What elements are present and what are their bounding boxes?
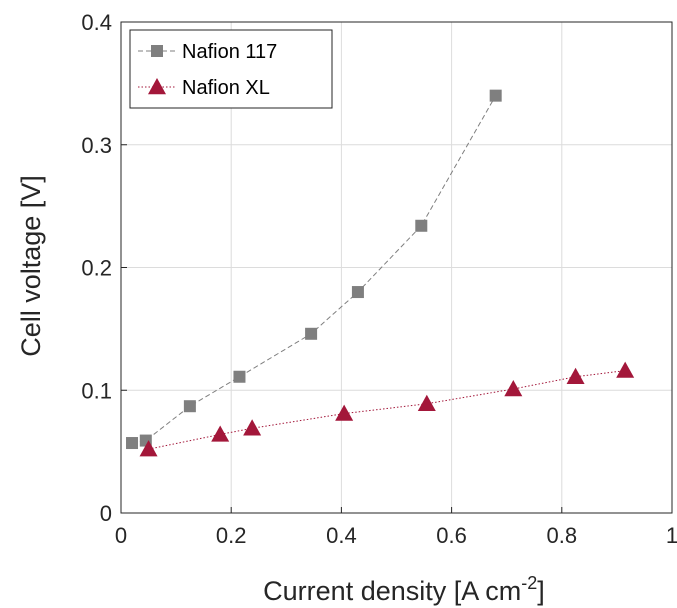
data-point-nafion-xl bbox=[417, 394, 436, 411]
legend-label-nafion-xl: Nafion XL bbox=[182, 77, 270, 99]
y-tick-label: 0.3 bbox=[81, 133, 112, 158]
data-point-nafion-117 bbox=[351, 286, 364, 299]
y-axis: 0 0.1 0.2 0.3 0.4 bbox=[81, 10, 127, 526]
x-axis-label-exponent: -2 bbox=[521, 573, 537, 593]
legend-marker-nafion-117 bbox=[151, 45, 163, 57]
y-tick-label: 0.1 bbox=[81, 378, 112, 403]
data-point-nafion-117 bbox=[183, 400, 196, 413]
y-axis-label: Cell voltage [V] bbox=[16, 175, 46, 357]
x-tick-label: 1 bbox=[666, 523, 677, 548]
data-point-nafion-xl bbox=[566, 367, 585, 384]
data-point-nafion-117 bbox=[415, 219, 428, 232]
x-tick-label: 0 bbox=[115, 523, 127, 548]
data-point-nafion-xl bbox=[139, 440, 158, 457]
legend-label-nafion-117: Nafion 117 bbox=[182, 41, 277, 63]
x-tick-label: 0.8 bbox=[547, 523, 578, 548]
y-tick-label: 0 bbox=[100, 501, 112, 526]
grid bbox=[121, 22, 672, 513]
x-axis-label-main: Current density [A cm bbox=[263, 576, 521, 606]
data-point-nafion-xl bbox=[616, 361, 635, 378]
data-point-nafion-xl bbox=[335, 404, 354, 421]
series-line-nafion-117 bbox=[131, 95, 497, 444]
x-tick-label: 0.4 bbox=[326, 523, 357, 548]
data-point-nafion-117 bbox=[126, 437, 139, 450]
x-tick-label: 0.6 bbox=[436, 523, 467, 548]
y-tick-label: 0.2 bbox=[81, 256, 112, 281]
y-tick-label: 0.4 bbox=[81, 10, 112, 35]
series-nafion-117 bbox=[126, 89, 502, 450]
data-point-nafion-117 bbox=[233, 370, 246, 383]
data-point-nafion-xl bbox=[211, 425, 230, 442]
data-point-nafion-xl bbox=[243, 419, 262, 436]
x-axis: 0 0.2 0.4 0.6 0.8 1 bbox=[115, 507, 677, 548]
data-point-nafion-117 bbox=[305, 327, 318, 340]
legend: Nafion 117 Nafion XL bbox=[129, 29, 333, 109]
series-layer bbox=[126, 89, 635, 457]
x-axis-label: Current density [A cm-2] bbox=[263, 573, 545, 606]
legend-marker-nafion-xl bbox=[148, 78, 166, 95]
legend-box bbox=[129, 29, 333, 109]
x-axis-label-close: ] bbox=[537, 576, 545, 606]
data-point-nafion-xl bbox=[504, 380, 523, 397]
x-tick-label: 0.2 bbox=[216, 523, 247, 548]
series-nafion-xl bbox=[139, 361, 635, 457]
data-point-nafion-117 bbox=[489, 89, 502, 102]
